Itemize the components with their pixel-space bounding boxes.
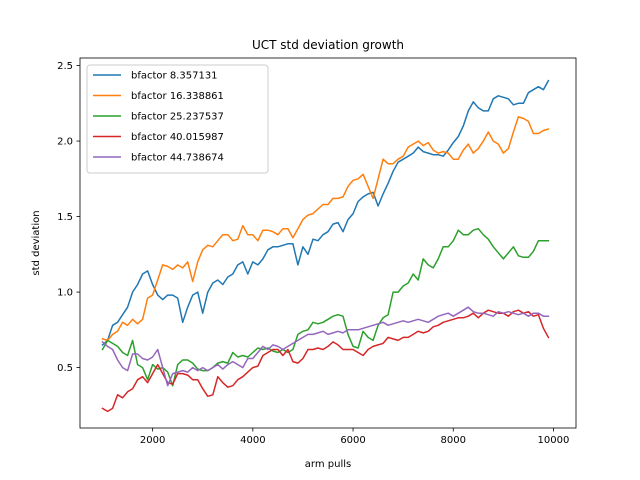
y-tick-label: 2.5 [57,61,73,72]
x-tick-label: 4000 [240,435,265,446]
series-line-2 [101,116,550,342]
legend: bfactor 8.357131 bfactor 16.338861 bfactor… [86,64,269,174]
series-line-5 [101,306,550,387]
x-tick-label: 6000 [340,435,365,446]
y-tick-label: 1.5 [57,212,73,223]
x-tick-label: 8000 [441,435,466,446]
legend-label-5: bfactor 44.738674 [131,153,224,164]
legend-label-3: bfactor 25.237537 [131,112,224,123]
y-tick-label: 0.5 [57,363,73,374]
legend-label-4: bfactor 40.015987 [131,132,224,143]
series-line-3 [101,227,550,387]
y-axis-title: std deviation [31,210,42,275]
plot-area [101,79,550,413]
x-tick-label: 10000 [538,435,570,446]
series-line-1 [101,79,550,346]
y-tick-label: 1.0 [57,288,73,299]
axes-frame [79,57,577,429]
y-tick-label: 2.0 [57,137,73,148]
x-axis: 2000 4000 6000 8000 10000 [140,428,569,446]
legend-label-1: bfactor 8.357131 [131,71,218,82]
x-tick-label: 2000 [140,435,165,446]
y-axis: 0.5 1.0 1.5 2.0 2.5 [57,61,80,374]
series-line-4 [101,309,550,413]
legend-label-2: bfactor 16.338861 [131,91,224,102]
legend-box [86,64,269,174]
x-axis-title: arm pulls [305,459,351,470]
chart-title: UCT std deviation growth [252,38,404,52]
